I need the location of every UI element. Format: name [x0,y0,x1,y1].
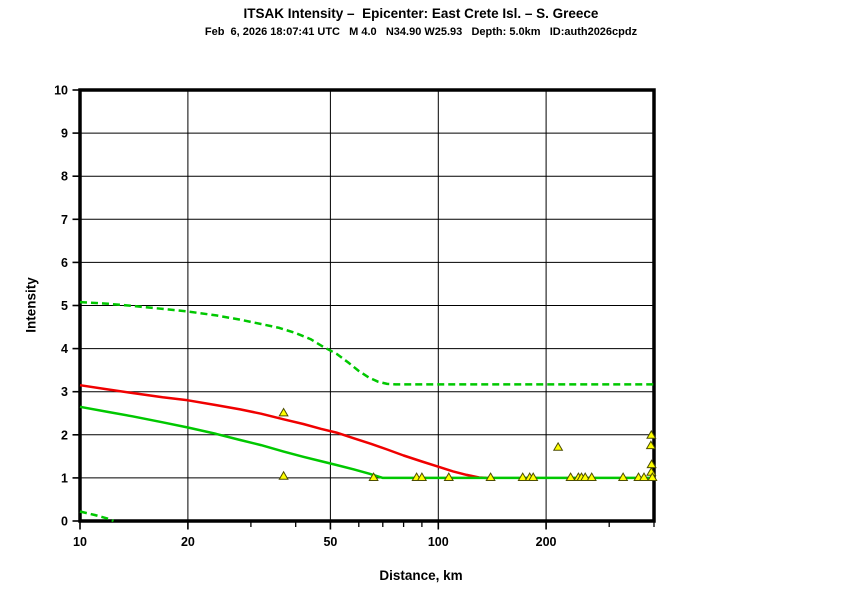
series-green-solid-lower [79,405,654,480]
chart-title: ITSAK Intensity – Epicenter: East Crete … [243,6,599,21]
observation-marker [528,472,539,481]
y-tick-label: 5 [61,299,68,313]
observation-marker [552,441,564,451]
series-green-dashed-bottom [79,510,114,523]
y-tick-label: 8 [61,170,68,184]
observation-marker [647,472,658,481]
y-tick-label: 6 [61,256,68,270]
y-tick-label: 9 [61,127,68,141]
observation-marker [517,472,528,481]
observation-marker [278,407,289,417]
y-tick-label: 7 [61,213,68,227]
y-tick-label: 0 [61,515,68,529]
y-tick-label: 1 [61,471,68,485]
observation-marker [416,472,428,481]
x-tick-label: 50 [323,535,337,549]
observation-marker [645,440,657,450]
plot-frame [78,88,656,523]
x-tick-label: 200 [536,535,557,549]
x-tick-label: 20 [181,535,195,549]
x-tick-label: 10 [73,535,87,549]
observation-marker [586,472,597,481]
observation-marker [646,429,657,439]
observation-marker [646,459,657,469]
series-red-solid-mean [79,383,487,480]
y-tick-label: 3 [61,385,68,399]
observation-marker [443,472,454,481]
y-tick-label: 4 [61,342,68,356]
observation-marker [485,472,496,481]
y-tick-label: 10 [54,84,68,98]
observation-marker [638,472,650,481]
observation-marker [617,472,629,481]
x-tick-label: 100 [428,535,449,549]
observation-marker [565,472,576,481]
observation-marker [368,472,379,481]
observation-marker [580,472,591,481]
y-tick-label: 2 [61,428,68,442]
observation-marker [278,470,289,480]
chart-subtitle: Feb 6, 2026 18:07:41 UTC M 4.0 N34.90 W2… [204,26,638,38]
x-axis-label: Distance, km [379,568,463,583]
series-green-dashed-upper [79,300,654,386]
